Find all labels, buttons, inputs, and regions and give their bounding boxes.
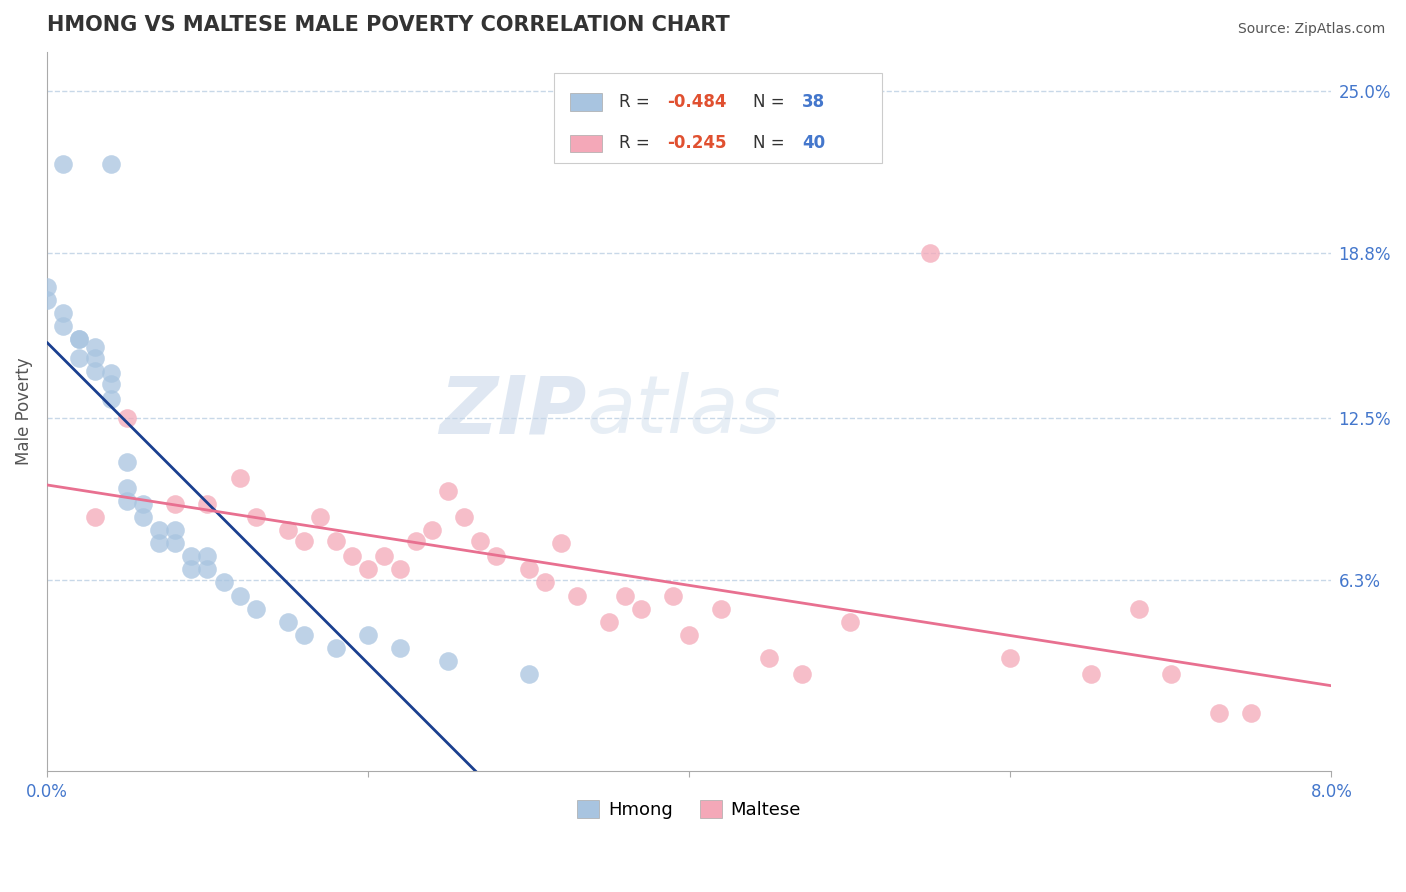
Point	[420, 523, 443, 537]
Point	[277, 615, 299, 629]
Point	[357, 562, 380, 576]
Point	[228, 589, 250, 603]
Point	[565, 589, 588, 603]
Point	[212, 575, 235, 590]
Text: -0.245: -0.245	[668, 135, 727, 153]
FancyBboxPatch shape	[569, 93, 602, 112]
Point	[197, 549, 219, 564]
Point	[84, 510, 107, 524]
Point	[197, 497, 219, 511]
Point	[838, 615, 860, 629]
Point	[245, 510, 267, 524]
FancyBboxPatch shape	[569, 135, 602, 153]
Point	[1208, 706, 1230, 721]
Point	[67, 332, 90, 346]
Point	[115, 410, 138, 425]
Point	[52, 319, 75, 334]
Point	[1000, 651, 1022, 665]
Point	[630, 601, 652, 615]
Point	[1128, 601, 1150, 615]
Point	[292, 533, 315, 548]
Point	[148, 536, 170, 550]
Point	[437, 654, 460, 668]
Point	[325, 533, 347, 548]
Point	[758, 651, 780, 665]
Point	[340, 549, 363, 564]
Point	[790, 667, 813, 681]
Point	[165, 523, 187, 537]
Point	[115, 482, 138, 496]
Point	[67, 351, 90, 365]
Point	[180, 562, 202, 576]
Point	[197, 562, 219, 576]
Point	[228, 471, 250, 485]
Text: N =: N =	[754, 135, 790, 153]
Point	[1240, 706, 1263, 721]
Point	[613, 589, 636, 603]
Y-axis label: Male Poverty: Male Poverty	[15, 358, 32, 465]
Point	[52, 157, 75, 171]
Point	[325, 640, 347, 655]
Point	[292, 628, 315, 642]
Point	[373, 549, 395, 564]
Point	[357, 628, 380, 642]
Text: R =: R =	[619, 93, 655, 112]
Text: Source: ZipAtlas.com: Source: ZipAtlas.com	[1237, 22, 1385, 37]
Point	[115, 494, 138, 508]
Point	[100, 367, 122, 381]
Point	[389, 640, 412, 655]
Point	[308, 510, 330, 524]
Point	[52, 306, 75, 320]
Point	[100, 157, 122, 171]
Point	[485, 549, 508, 564]
Point	[165, 497, 187, 511]
Legend: Hmong, Maltese: Hmong, Maltese	[571, 793, 808, 826]
Text: N =: N =	[754, 93, 790, 112]
Point	[67, 332, 90, 346]
Point	[84, 351, 107, 365]
Point	[115, 455, 138, 469]
Point	[598, 615, 620, 629]
Text: 38: 38	[803, 93, 825, 112]
Point	[132, 510, 155, 524]
Point	[389, 562, 412, 576]
Text: ZIP: ZIP	[439, 372, 586, 450]
Point	[165, 536, 187, 550]
Point	[148, 523, 170, 537]
Point	[533, 575, 555, 590]
Point	[84, 364, 107, 378]
Point	[470, 533, 492, 548]
Point	[710, 601, 733, 615]
Point	[35, 293, 58, 308]
Point	[132, 497, 155, 511]
Point	[517, 562, 540, 576]
Point	[437, 483, 460, 498]
Point	[84, 340, 107, 354]
Point	[100, 392, 122, 407]
Point	[1080, 667, 1102, 681]
Text: 40: 40	[803, 135, 825, 153]
Point	[517, 667, 540, 681]
Text: R =: R =	[619, 135, 655, 153]
Point	[405, 533, 427, 548]
Point	[245, 601, 267, 615]
Point	[918, 246, 941, 260]
Point	[678, 628, 700, 642]
Point	[662, 589, 685, 603]
Point	[550, 536, 572, 550]
Text: atlas: atlas	[586, 372, 782, 450]
Text: HMONG VS MALTESE MALE POVERTY CORRELATION CHART: HMONG VS MALTESE MALE POVERTY CORRELATIO…	[46, 15, 730, 35]
Point	[100, 376, 122, 391]
Point	[35, 280, 58, 294]
Point	[277, 523, 299, 537]
Point	[1160, 667, 1182, 681]
Text: -0.484: -0.484	[668, 93, 727, 112]
Point	[180, 549, 202, 564]
FancyBboxPatch shape	[554, 73, 882, 163]
Point	[453, 510, 475, 524]
